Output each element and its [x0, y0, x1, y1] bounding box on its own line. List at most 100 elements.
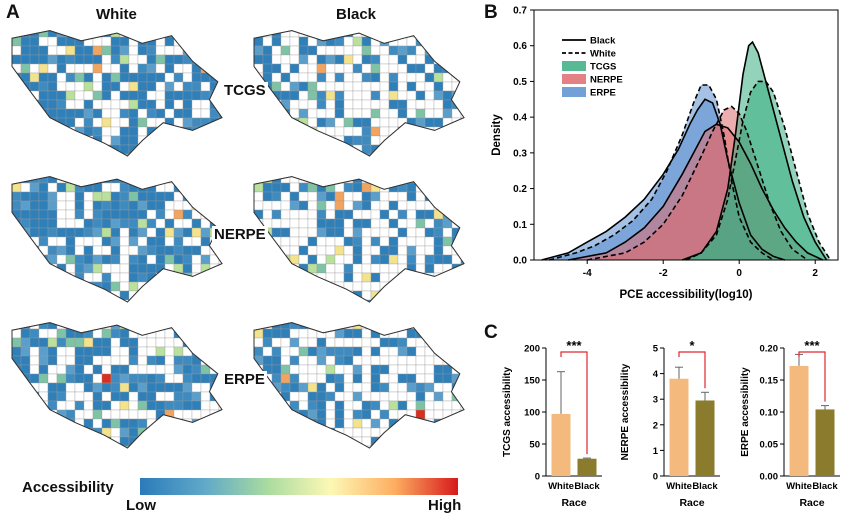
tract: [415, 382, 426, 393]
tract: [262, 245, 273, 256]
tract: [298, 182, 309, 193]
tract: [388, 382, 399, 393]
tract: [29, 30, 40, 38]
tract: [343, 337, 354, 348]
density-line-nerpe-black: [568, 123, 824, 261]
tract: [316, 409, 327, 420]
tract: [182, 218, 193, 229]
tract: [433, 236, 444, 247]
tract: [146, 427, 157, 438]
tract: [271, 108, 282, 119]
tract: [74, 191, 85, 202]
tract: [20, 281, 31, 292]
tract: [343, 418, 354, 429]
tract: [334, 337, 345, 348]
tract: [307, 200, 318, 211]
tract: [218, 272, 222, 283]
tract: [379, 299, 390, 302]
tract: [38, 328, 49, 339]
tract: [155, 176, 166, 184]
tract: [12, 176, 22, 184]
tract: [137, 299, 148, 302]
tract: [191, 299, 202, 302]
tract: [343, 299, 354, 302]
tract: [370, 355, 381, 366]
tract: [74, 373, 85, 384]
tract: [182, 373, 193, 384]
tract: [460, 281, 464, 292]
tract: [29, 191, 40, 202]
tract: [200, 144, 211, 155]
tract: [101, 355, 112, 366]
tract: [110, 400, 121, 411]
tract: [442, 200, 453, 211]
tract: [298, 191, 309, 202]
tract: [182, 182, 193, 193]
tract: [164, 328, 175, 339]
tract: [20, 54, 31, 65]
tract: [155, 200, 166, 211]
legend-swatch-tcgs: [562, 61, 586, 71]
tract: [442, 281, 453, 292]
tract: [379, 364, 390, 375]
tract: [307, 382, 318, 393]
tract: [110, 281, 121, 292]
tract: [307, 254, 318, 265]
tract: [47, 209, 58, 220]
tract: [460, 322, 464, 330]
tract: [442, 337, 453, 348]
tract: [316, 254, 327, 265]
tract: [191, 135, 202, 146]
tract: [191, 218, 202, 229]
tract: [379, 191, 390, 202]
tract: [388, 263, 399, 274]
tract: [460, 72, 464, 83]
tract: [334, 436, 345, 447]
map-tcgs-white: [11, 30, 223, 157]
tract: [128, 391, 139, 402]
tract: [164, 144, 175, 155]
y-tick-label: 100: [524, 408, 540, 419]
tract: [271, 30, 282, 38]
tract: [325, 290, 336, 301]
tract: [182, 90, 193, 101]
tract: [146, 45, 157, 56]
tract: [173, 72, 184, 83]
tract: [379, 72, 390, 83]
tract: [388, 299, 399, 302]
tract: [47, 126, 58, 137]
tract: [442, 272, 453, 283]
tract: [343, 54, 354, 65]
tract: [209, 355, 220, 366]
tract: [433, 427, 444, 438]
tract: [20, 391, 31, 402]
tract: [343, 117, 354, 128]
tract: [164, 272, 175, 283]
tract: [92, 436, 103, 447]
tract: [128, 176, 139, 184]
tract: [433, 391, 444, 402]
tract: [200, 281, 211, 292]
tract: [56, 236, 67, 247]
tract: [65, 436, 76, 447]
county-border: [253, 30, 465, 157]
tract: [298, 54, 309, 65]
tract: [200, 418, 211, 429]
density-area-tcgs-white: [686, 81, 831, 261]
tract: [128, 337, 139, 348]
tract: [424, 135, 435, 146]
tract: [74, 254, 85, 265]
y-tick-label: 0.00: [760, 472, 779, 483]
tract: [56, 337, 67, 348]
tract: [137, 328, 148, 339]
tract: [92, 227, 103, 238]
tract: [415, 436, 426, 447]
tract: [352, 373, 363, 384]
tract: [442, 36, 453, 47]
tract: [47, 364, 58, 375]
tract: [325, 245, 336, 256]
tract: [361, 427, 372, 438]
tract: [83, 322, 94, 330]
tract: [146, 90, 157, 101]
tract: [20, 236, 31, 247]
